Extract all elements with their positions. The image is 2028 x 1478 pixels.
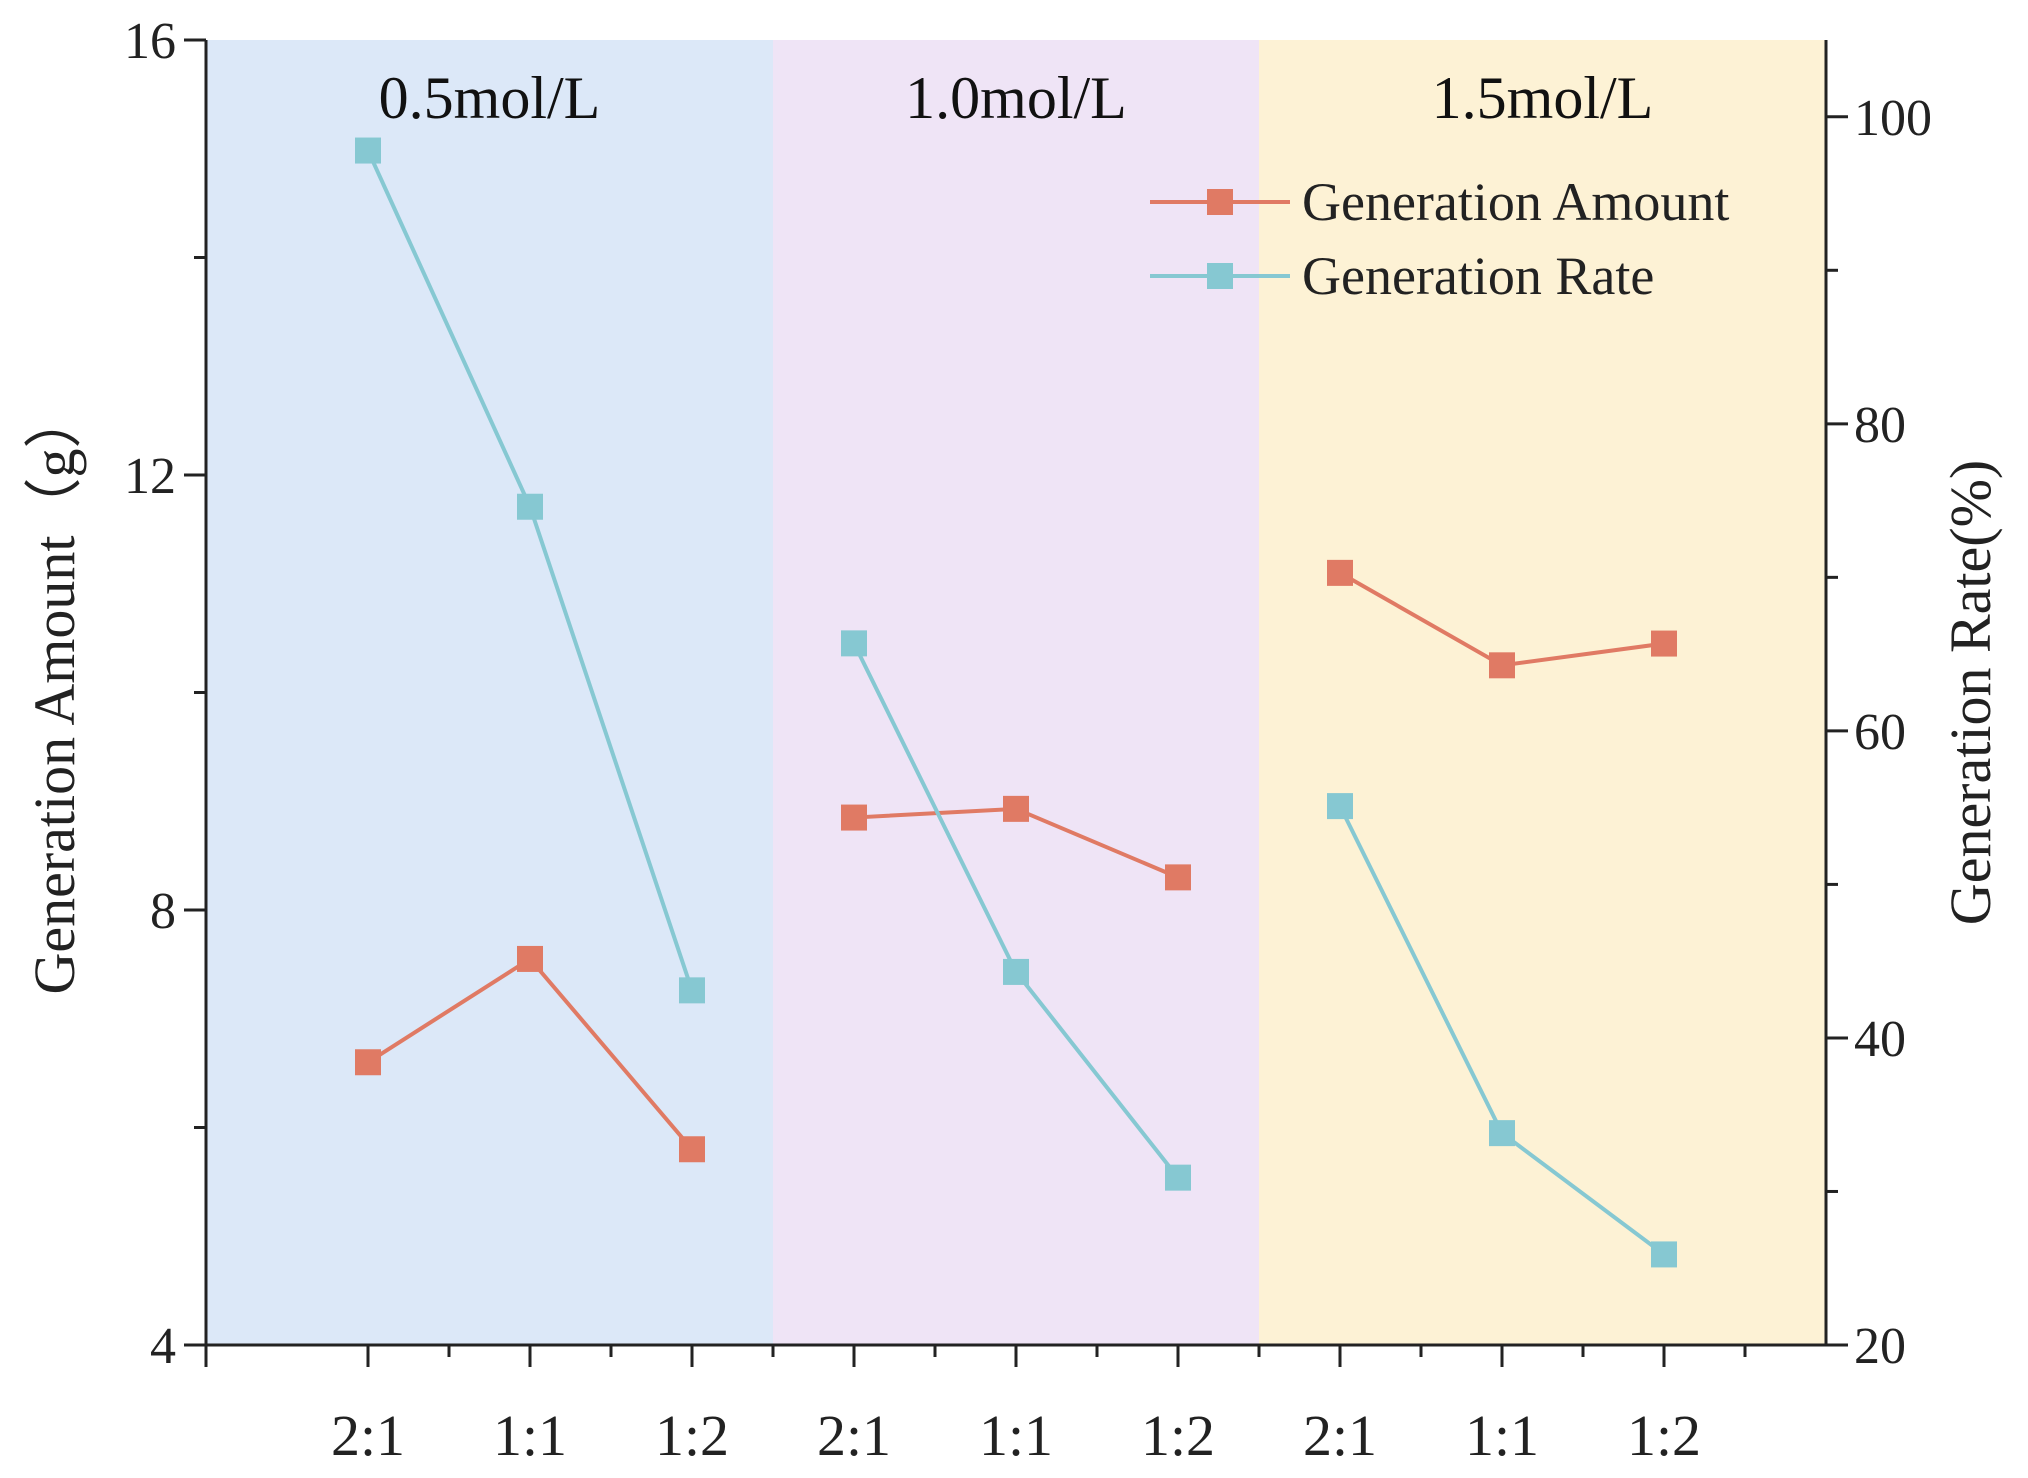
x-tick-label: 2:1 bbox=[331, 1403, 405, 1468]
data-point-generation-amount bbox=[1489, 652, 1515, 679]
right-tick-label: 40 bbox=[1854, 1011, 1906, 1068]
legend-marker bbox=[1207, 263, 1233, 289]
x-tick-label: 2:1 bbox=[817, 1403, 891, 1468]
data-point-generation-rate bbox=[679, 977, 705, 1004]
legend-label: Generation Amount bbox=[1302, 172, 1729, 232]
legend: Generation Amount Generation Rate bbox=[1150, 172, 1729, 306]
data-point-generation-rate bbox=[355, 137, 381, 164]
x-tick-label: 1:1 bbox=[1465, 1403, 1539, 1468]
series-layer bbox=[355, 137, 1677, 1268]
data-point-generation-rate bbox=[1489, 1120, 1515, 1147]
data-point-generation-amount bbox=[679, 1136, 705, 1163]
background-regions bbox=[206, 40, 1826, 1345]
x-tick-label: 1:2 bbox=[1141, 1403, 1215, 1468]
region-label-3: 1.5mol/L bbox=[1432, 65, 1654, 131]
region-background-3 bbox=[1259, 40, 1826, 1345]
right-tick-label: 60 bbox=[1854, 704, 1906, 761]
region-background-1 bbox=[206, 40, 773, 1345]
data-point-generation-amount bbox=[1165, 864, 1191, 891]
x-tick-label: 2:1 bbox=[1303, 1403, 1377, 1468]
right-tick-label: 100 bbox=[1854, 90, 1932, 147]
data-point-generation-amount bbox=[1327, 559, 1353, 586]
region-background-2 bbox=[773, 40, 1259, 1345]
left-tick-label: 16 bbox=[124, 13, 176, 70]
right-tick-label: 80 bbox=[1854, 397, 1906, 454]
data-point-generation-amount bbox=[841, 804, 867, 831]
data-point-generation-rate bbox=[1003, 958, 1029, 985]
data-point-generation-amount bbox=[1003, 795, 1029, 822]
x-tick-label: 1:1 bbox=[493, 1403, 567, 1468]
region-label-1: 0.5mol/L bbox=[379, 65, 601, 131]
x-tick-label: 1:2 bbox=[1627, 1403, 1701, 1468]
axes: 4 8 12 16 20 40 60 80 100 2:1 1:1 1:2 2:1 1:1 1:2 2:1 1:… bbox=[22, 13, 2003, 1468]
data-point-generation-rate bbox=[841, 630, 867, 657]
data-point-generation-rate bbox=[1327, 793, 1353, 820]
right-axis-title: Generation Rate(%) bbox=[1938, 460, 2003, 925]
left-tick-label: 8 bbox=[150, 883, 176, 940]
data-point-generation-rate bbox=[1651, 1241, 1677, 1268]
data-point-generation-amount bbox=[1651, 630, 1677, 657]
data-point-generation-amount bbox=[355, 1049, 381, 1076]
region-labels: 0.5mol/L 1.0mol/L 1.5mol/L bbox=[379, 65, 1654, 131]
x-tick-label: 1:2 bbox=[655, 1403, 729, 1468]
data-point-generation-rate bbox=[517, 493, 543, 520]
left-axis-title: Generation Amount（g） bbox=[22, 390, 87, 994]
x-tick-label: 1:1 bbox=[979, 1403, 1053, 1468]
data-point-generation-amount bbox=[517, 945, 543, 972]
region-label-2: 1.0mol/L bbox=[905, 65, 1127, 131]
right-tick-label: 20 bbox=[1854, 1318, 1906, 1375]
legend-label: Generation Rate bbox=[1302, 246, 1654, 306]
left-tick-label: 12 bbox=[124, 448, 176, 505]
left-tick-label: 4 bbox=[150, 1318, 176, 1375]
data-point-generation-rate bbox=[1165, 1164, 1191, 1191]
legend-marker bbox=[1207, 189, 1233, 215]
